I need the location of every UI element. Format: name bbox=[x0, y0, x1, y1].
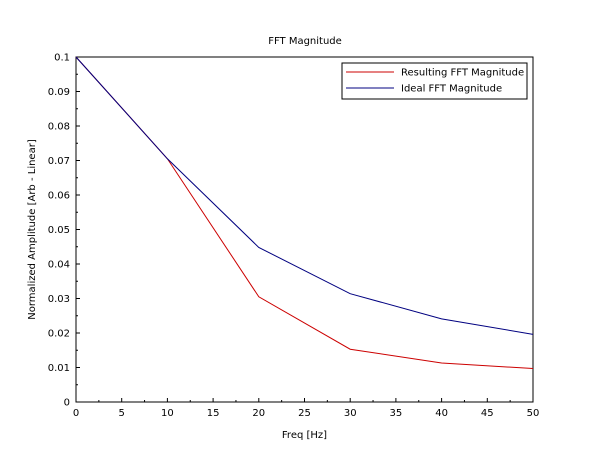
x-tick-label: 5 bbox=[119, 408, 125, 419]
plot-frame bbox=[75, 56, 534, 403]
y-tick-label: 0.07 bbox=[48, 156, 70, 167]
series-line-1 bbox=[75, 56, 534, 370]
y-tick-label: 0 bbox=[64, 398, 70, 409]
legend-label-2: Ideal FFT Magnitude bbox=[401, 84, 502, 95]
y-tick-label: 0.03 bbox=[48, 294, 70, 305]
x-tick-label: 45 bbox=[481, 408, 494, 419]
series-layer bbox=[75, 56, 534, 370]
x-tick-label: 30 bbox=[344, 408, 357, 419]
y-tick-label: 0.09 bbox=[48, 87, 70, 98]
x-tick-label: 20 bbox=[252, 408, 265, 419]
x-axis-ticks: 0 5 10 15 20 25 30 35 40 45 50 bbox=[73, 398, 540, 419]
y-axis-ticks: 0 0.01 0.02 0.03 0.04 0.05 0.06 0.07 0.08 0.09 0.1 bbox=[48, 53, 80, 409]
legend-label-1: Resulting FFT Magnitude bbox=[401, 68, 524, 79]
legend-box bbox=[341, 62, 528, 100]
y-tick-label: 0.04 bbox=[48, 260, 70, 271]
x-tick-label: 50 bbox=[527, 408, 540, 419]
chart-title: FFT Magnitude bbox=[268, 36, 342, 47]
series-line-2 bbox=[75, 56, 534, 335]
x-tick-label: 15 bbox=[207, 408, 220, 419]
y-tick-label: 0.08 bbox=[48, 122, 70, 133]
y-axis-label: Normalized Amplitude [Arb - Linear] bbox=[27, 139, 38, 320]
x-tick-label: 10 bbox=[161, 408, 174, 419]
y-tick-label: 0.1 bbox=[54, 53, 70, 64]
y-tick-label: 0.02 bbox=[48, 329, 70, 340]
x-axis-label: Freq [Hz] bbox=[282, 430, 327, 441]
y-tick-label: 0.05 bbox=[48, 225, 70, 236]
x-tick-label: 35 bbox=[390, 408, 403, 419]
x-tick-label: 40 bbox=[435, 408, 448, 419]
y-tick-label: 0.01 bbox=[48, 363, 70, 374]
y-tick-label: 0.06 bbox=[48, 191, 70, 202]
legend: Resulting FFT Magnitude Ideal FFT Magnitu… bbox=[341, 62, 528, 100]
x-tick-label: 0 bbox=[73, 408, 79, 419]
x-tick-label: 25 bbox=[298, 408, 311, 419]
